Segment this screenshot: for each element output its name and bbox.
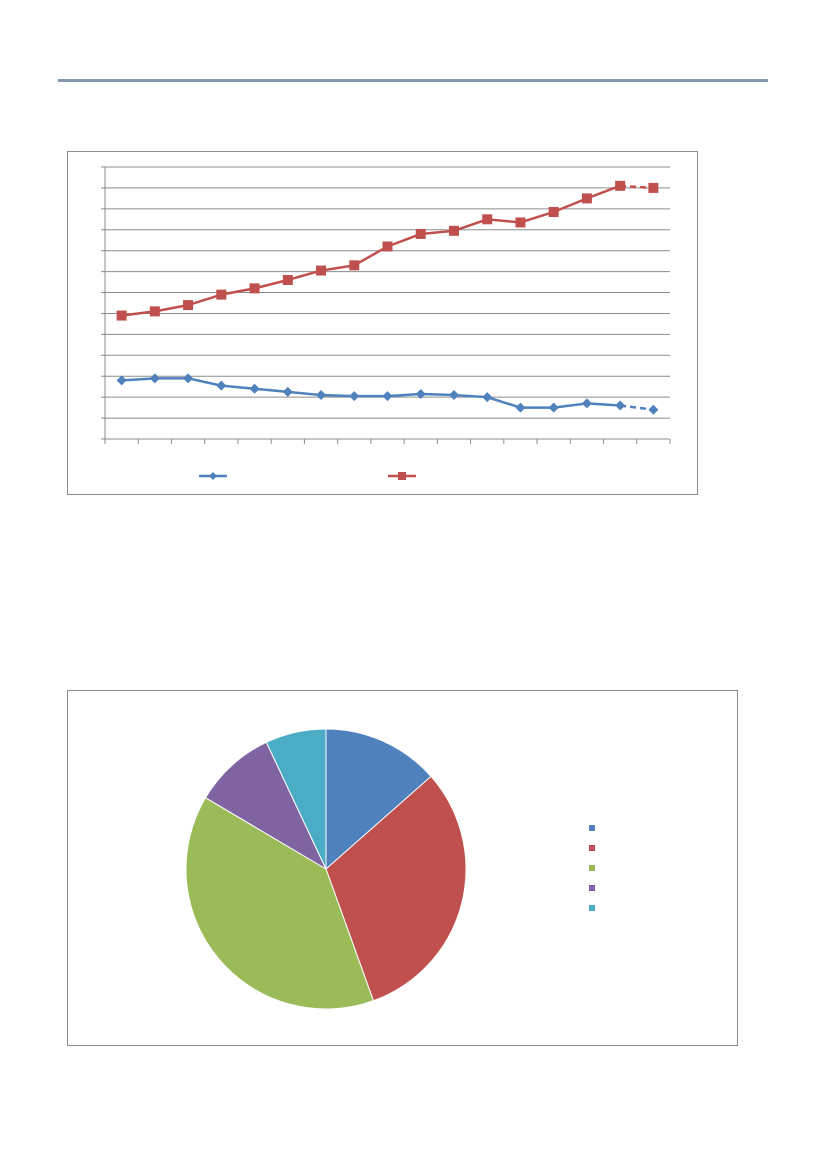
series-1-point xyxy=(448,390,459,401)
series-1-projected-segment xyxy=(619,404,654,411)
series-1-point xyxy=(648,404,659,415)
series-1-point xyxy=(515,402,526,413)
series-2-point xyxy=(415,228,426,239)
series-1-point xyxy=(349,391,360,402)
pie-slice-3 xyxy=(185,797,375,1010)
pie-slice-1 xyxy=(325,728,432,871)
series-2-point xyxy=(548,206,559,217)
legend-marker-4 xyxy=(589,885,595,891)
legend-marker-1 xyxy=(589,825,595,831)
series-1-point xyxy=(316,390,327,401)
series-1-line xyxy=(121,377,621,409)
series-1-point xyxy=(116,375,127,386)
legend-marker-2 xyxy=(398,472,406,480)
series-2-point xyxy=(648,182,659,193)
series-2-point xyxy=(249,283,260,294)
pie-chart xyxy=(185,728,595,1010)
series-1-point xyxy=(149,373,160,384)
series-2-point xyxy=(382,241,393,252)
line-chart-frame xyxy=(67,151,698,495)
pie-chart-frame xyxy=(67,690,738,1046)
series-2-point xyxy=(316,265,327,276)
series-2-line xyxy=(121,184,621,317)
series-2-point xyxy=(515,217,526,228)
line-chart xyxy=(101,166,671,480)
pie-slice-4 xyxy=(204,741,328,871)
series-1-point xyxy=(249,383,260,394)
series-2-point xyxy=(615,180,626,191)
legend-marker-2 xyxy=(589,845,595,851)
series-1-point xyxy=(216,380,227,391)
series-1-point xyxy=(415,389,426,400)
pie-slice-5 xyxy=(265,728,327,870)
series-2-point xyxy=(149,306,160,317)
series-2-point xyxy=(216,289,227,300)
series-1-point xyxy=(581,398,592,409)
series-1-point xyxy=(548,402,559,413)
series-1-point xyxy=(282,386,293,397)
series-1-point xyxy=(615,400,626,411)
header-rule xyxy=(58,79,768,82)
series-2-point xyxy=(448,225,459,236)
pie-slice-2 xyxy=(325,775,467,1002)
legend-marker-3 xyxy=(589,865,595,871)
series-1-point xyxy=(183,373,194,384)
series-2-point xyxy=(349,260,360,271)
series-2-projected-segment xyxy=(620,184,654,190)
series-2-point xyxy=(282,274,293,285)
series-1-point xyxy=(382,391,393,402)
legend-marker-1 xyxy=(209,472,217,480)
series-2-point xyxy=(183,300,194,311)
series-1-point xyxy=(482,392,493,403)
series-2-point xyxy=(581,193,592,204)
series-2-point xyxy=(482,214,493,225)
series-2-point xyxy=(116,310,127,321)
legend-marker-5 xyxy=(589,905,595,911)
